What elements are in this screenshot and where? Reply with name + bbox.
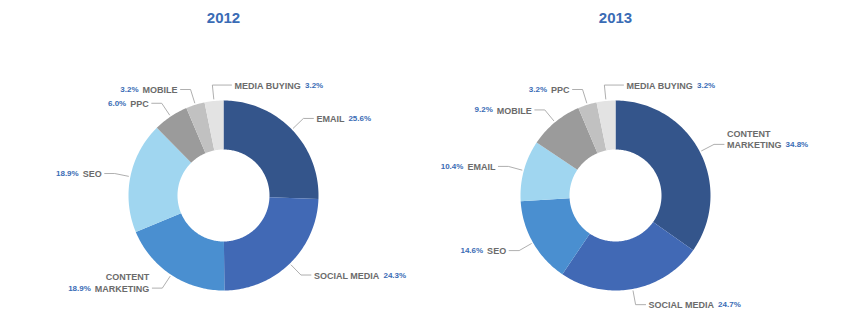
- svg-text:18.9%: 18.9%: [68, 284, 91, 293]
- svg-text:14.6%: 14.6%: [460, 246, 483, 255]
- svg-text:CONTENTMARKETING: CONTENTMARKETING: [95, 272, 150, 294]
- svg-text:6.0%: 6.0%: [108, 99, 126, 108]
- svg-text:2012: 2012: [207, 9, 240, 26]
- svg-text:PPC: PPC: [130, 99, 149, 109]
- svg-text:24.7%: 24.7%: [718, 300, 741, 309]
- svg-text:SEO: SEO: [83, 169, 102, 179]
- svg-text:18.9%: 18.9%: [56, 169, 79, 178]
- svg-text:MOBILE: MOBILE: [143, 85, 178, 95]
- svg-text:3.2%: 3.2%: [529, 85, 547, 94]
- svg-text:SOCIAL MEDIA: SOCIAL MEDIA: [314, 271, 380, 281]
- svg-text:10.4%: 10.4%: [441, 162, 464, 171]
- svg-text:MOBILE: MOBILE: [497, 106, 532, 116]
- svg-text:34.8%: 34.8%: [786, 140, 809, 149]
- svg-text:EMAIL: EMAIL: [316, 114, 345, 124]
- svg-text:MEDIA BUYING: MEDIA BUYING: [627, 81, 693, 91]
- svg-text:CONTENTMARKETING: CONTENTMARKETING: [727, 129, 782, 151]
- svg-text:PPC: PPC: [551, 85, 570, 95]
- svg-text:EMAIL: EMAIL: [467, 162, 496, 172]
- svg-text:SEO: SEO: [487, 246, 506, 256]
- svg-text:3.2%: 3.2%: [697, 81, 715, 90]
- svg-text:9.2%: 9.2%: [475, 105, 493, 114]
- svg-text:MEDIA BUYING: MEDIA BUYING: [235, 81, 301, 91]
- svg-text:24.3%: 24.3%: [383, 271, 406, 280]
- svg-text:3.2%: 3.2%: [120, 85, 138, 94]
- svg-text:2013: 2013: [599, 9, 632, 26]
- svg-text:3.2%: 3.2%: [305, 81, 323, 90]
- svg-text:25.6%: 25.6%: [348, 114, 371, 123]
- svg-text:SOCIAL MEDIA: SOCIAL MEDIA: [649, 300, 715, 310]
